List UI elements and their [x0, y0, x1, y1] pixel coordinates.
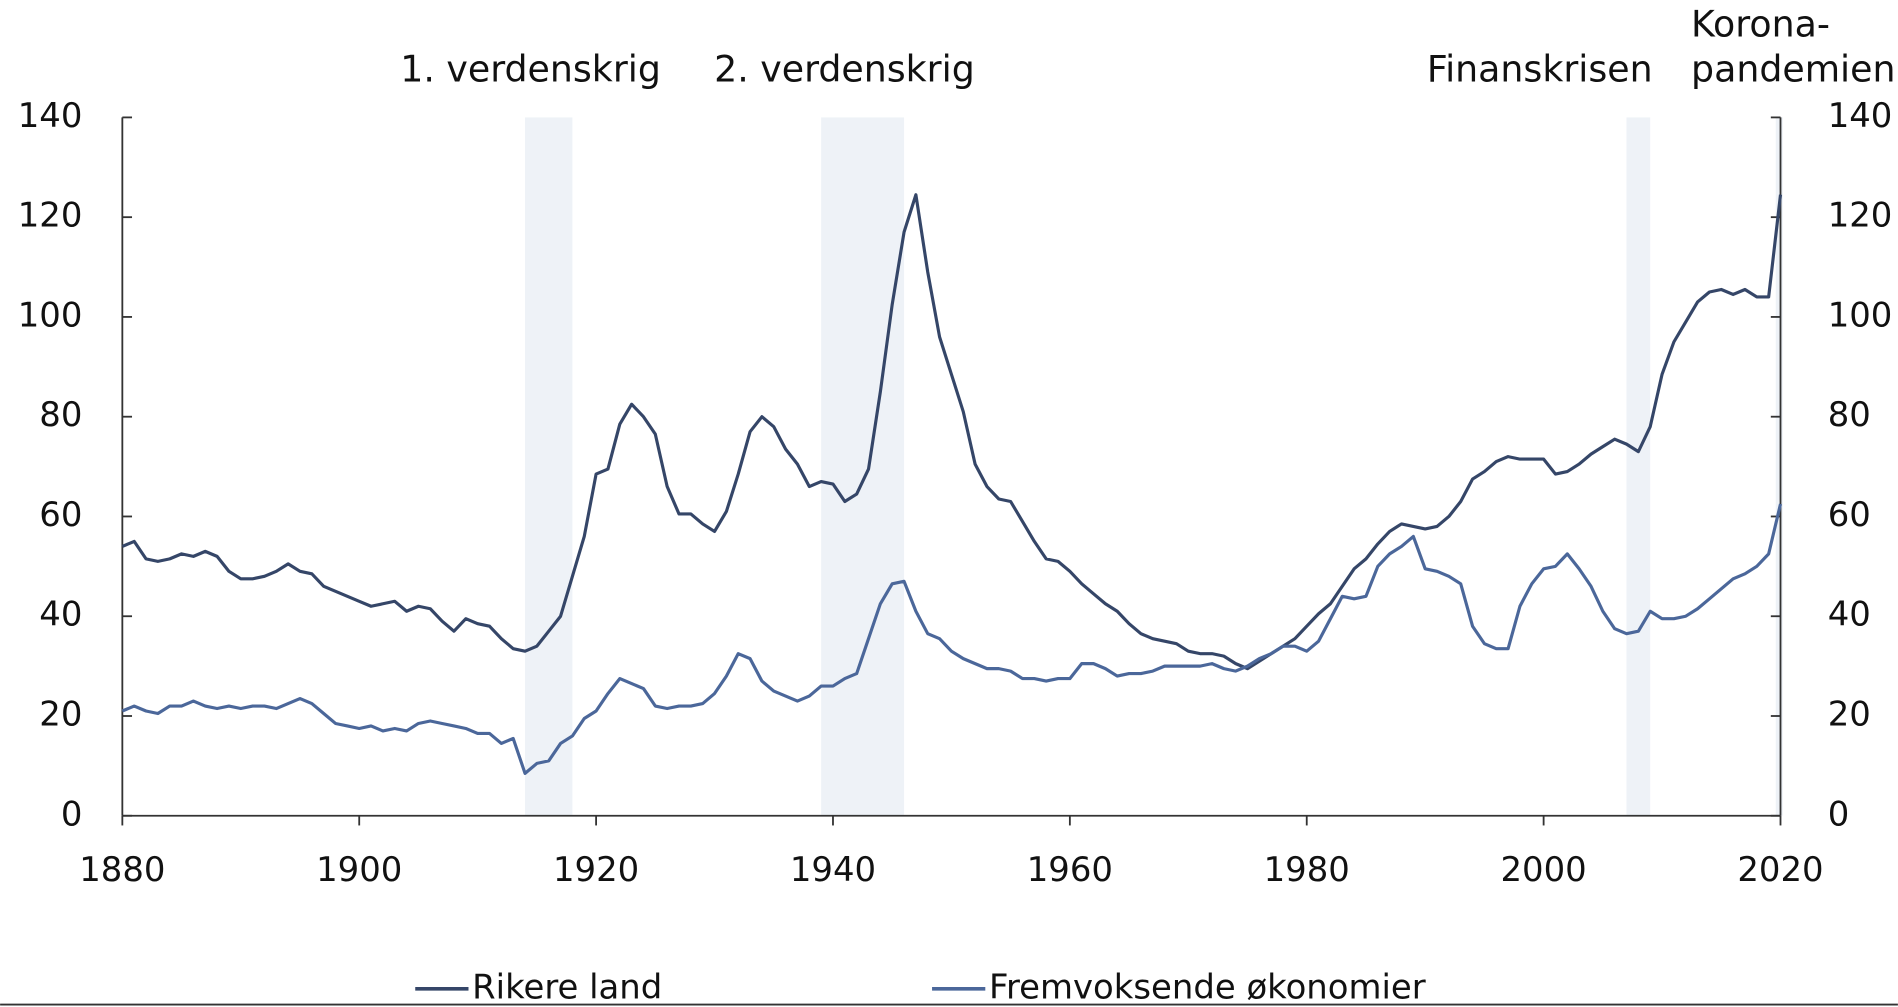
period-shade — [1775, 117, 1783, 816]
x-tick-label: 1920 — [553, 850, 639, 889]
y2-tick-label: 140 — [1828, 96, 1893, 135]
legend-item: Rikere land — [415, 967, 662, 1006]
y2-tick-label: 80 — [1828, 395, 1871, 434]
y2-tick-label: 0 — [1828, 794, 1850, 833]
period-label: Finanskrisen — [1427, 47, 1653, 90]
series-line — [121, 193, 1783, 671]
period-label: 2. verdenskrig — [714, 47, 975, 90]
y-tick-label: 20 — [39, 695, 82, 734]
x-tick-label: 1900 — [316, 850, 402, 889]
x-tick-label: 2020 — [1737, 850, 1823, 889]
y2-tick-label: 20 — [1828, 695, 1871, 734]
period-label: 1. verdenskrig — [400, 47, 661, 90]
y-tick-label: 140 — [18, 96, 83, 135]
period-label: Korona- — [1691, 3, 1830, 46]
legend-item: Fremvoksende økonomier — [932, 967, 1426, 1006]
y-tick-label: 100 — [18, 295, 83, 334]
y2-tick-label: 120 — [1828, 196, 1893, 235]
series-line — [121, 503, 1783, 775]
x-tick-label: 2000 — [1501, 850, 1587, 889]
x-tick-label: 1880 — [79, 850, 165, 889]
legend-label: Rikere land — [472, 967, 662, 1006]
y2-tick-label: 100 — [1828, 295, 1893, 334]
y-tick-label: 60 — [39, 495, 82, 534]
period-shade — [821, 117, 905, 816]
period-shade — [525, 117, 573, 816]
y-tick-label: 40 — [39, 595, 82, 634]
period-label: pandemien — [1691, 47, 1895, 90]
legend-label: Fremvoksende økonomier — [989, 967, 1426, 1006]
y-tick-label: 120 — [18, 196, 83, 235]
y-tick-label: 0 — [61, 794, 83, 833]
x-tick-label: 1940 — [790, 850, 876, 889]
y2-tick-label: 60 — [1828, 495, 1871, 534]
y2-tick-label: 40 — [1828, 595, 1871, 634]
x-tick-label: 1960 — [1027, 850, 1113, 889]
period-shade — [1626, 117, 1651, 816]
y-tick-label: 80 — [39, 395, 82, 434]
x-tick-label: 1980 — [1264, 850, 1350, 889]
